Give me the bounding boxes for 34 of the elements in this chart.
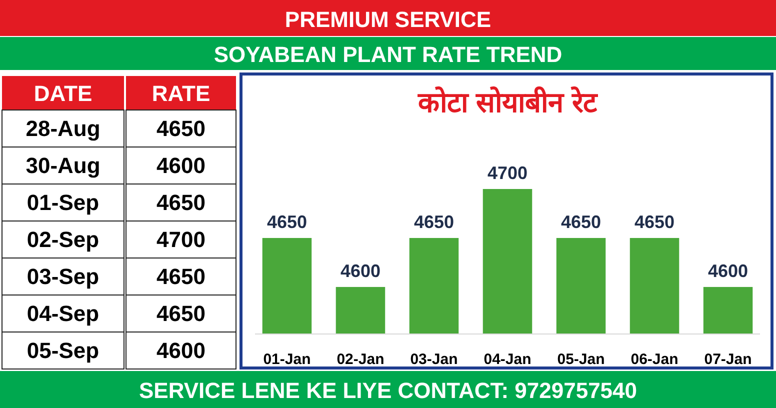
data-label: 4600 bbox=[340, 260, 381, 281]
data-label: 4650 bbox=[156, 301, 206, 326]
data-label: 4650 bbox=[156, 264, 206, 289]
text: RATE bbox=[152, 81, 210, 106]
text: SERVICE LENE KE LIYE CONTACT: 9729757540 bbox=[138, 378, 638, 403]
data-label: 4650 bbox=[266, 212, 307, 232]
x-tick-label: 02-Jan bbox=[336, 351, 384, 368]
x-tick-label: 06-Jan bbox=[630, 351, 678, 368]
chart-title: कोटा सोयाबीन रेट bbox=[417, 86, 598, 118]
x-tick-label: 04-Jan bbox=[484, 351, 532, 368]
category-label: 01-Sep bbox=[26, 190, 100, 215]
x-tick-label: 01-Jan bbox=[263, 351, 311, 368]
data-label: 4700 bbox=[487, 163, 528, 183]
data-label: 4600 bbox=[708, 260, 748, 281]
category-label: 04-Sep bbox=[26, 301, 100, 326]
category-label: 05-Sep bbox=[26, 338, 100, 363]
x-tick-label: 05-Jan bbox=[557, 351, 605, 368]
data-label: 4650 bbox=[414, 212, 454, 232]
text: DATE bbox=[34, 81, 92, 106]
data-label: 4650 bbox=[634, 212, 675, 232]
data-label: 4650 bbox=[156, 190, 206, 215]
text: SOYABEAN PLANT RATE TREND bbox=[214, 42, 562, 67]
category-label: 02-Sep bbox=[26, 227, 100, 252]
category-label: 30-Aug bbox=[26, 153, 100, 178]
data-label: 4600 bbox=[156, 338, 206, 363]
data-label: 4650 bbox=[156, 116, 206, 141]
category-label: 28-Aug bbox=[26, 116, 100, 141]
x-tick-label: 03-Jan bbox=[410, 351, 458, 368]
data-label: 4650 bbox=[560, 212, 602, 232]
category-label: 03-Sep bbox=[26, 264, 100, 289]
x-tick-label: 07-Jan bbox=[704, 351, 752, 368]
data-label: 4600 bbox=[156, 153, 206, 178]
text: PREMIUM SERVICE bbox=[284, 7, 492, 32]
data-label: 4700 bbox=[156, 227, 206, 252]
